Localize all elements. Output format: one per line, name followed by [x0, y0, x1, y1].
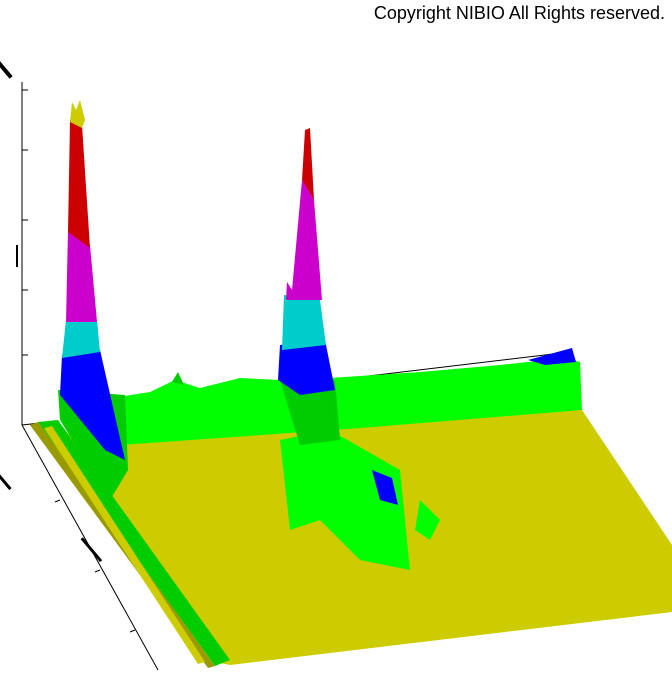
peak-right	[172, 128, 340, 445]
green-band	[100, 358, 582, 452]
green-blobs	[280, 430, 440, 570]
blue-patches	[372, 348, 576, 505]
left-strip	[44, 426, 205, 664]
axis-label-marks	[0, 59, 103, 563]
copyright: Copyright NIBIO All Rights reserved.	[373, 3, 665, 23]
peak-left	[58, 100, 128, 500]
